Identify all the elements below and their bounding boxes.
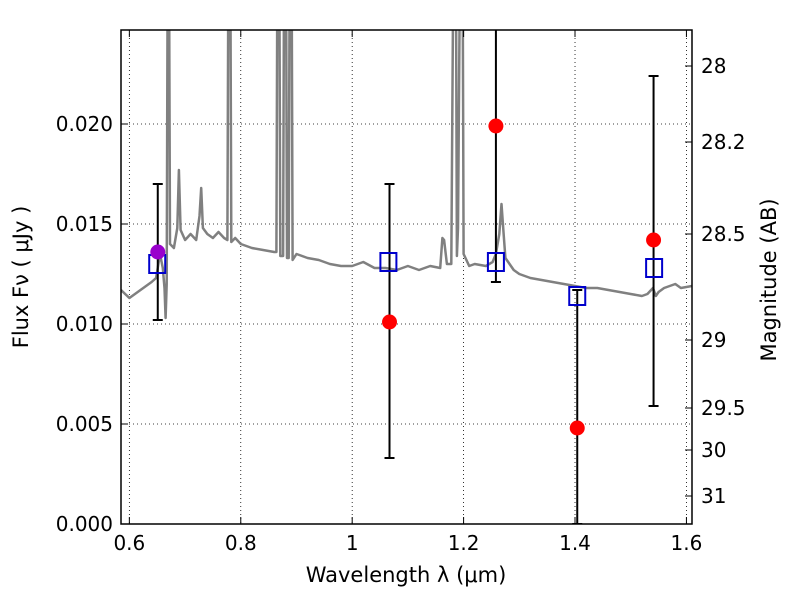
observed-point bbox=[646, 232, 662, 248]
right-tick-label: 28 bbox=[701, 54, 726, 78]
right-tick-label: 28.2 bbox=[701, 130, 746, 154]
y-axis-right-label: Magnitude (AB) bbox=[757, 198, 781, 361]
x-tick-label: 1.2 bbox=[448, 531, 480, 555]
x-tick-label: 0.8 bbox=[225, 531, 257, 555]
model-photometry-square bbox=[379, 252, 398, 272]
model-photometry-square bbox=[486, 252, 505, 272]
right-tick-label: 29.5 bbox=[701, 396, 746, 420]
observed-point bbox=[488, 118, 504, 134]
y-tick-label: 0.020 bbox=[56, 112, 113, 136]
right-tick-label: 28.5 bbox=[701, 222, 746, 246]
axis-ticks: 0.6 0.8 1 1.2 1.4 1.6 0.000 0.005 0.010 0.015 0.02… bbox=[56, 30, 746, 555]
x-tick-label: 1 bbox=[346, 531, 359, 555]
right-tick-label: 30 bbox=[701, 438, 726, 462]
model-photometry-square bbox=[645, 258, 664, 278]
right-tick-label: 31 bbox=[701, 484, 726, 508]
observed-point bbox=[382, 314, 398, 330]
x-tick-label: 1.6 bbox=[671, 531, 703, 555]
y-axis-label: Flux Fν ( μJy ) bbox=[9, 206, 33, 349]
y-tick-label: 0.010 bbox=[56, 312, 113, 336]
observed-point-highlight bbox=[150, 244, 166, 260]
right-tick-label: 29 bbox=[701, 328, 726, 352]
y-tick-label: 0.015 bbox=[56, 212, 113, 236]
x-axis-label: Wavelength λ (μm) bbox=[306, 563, 507, 587]
plot-area bbox=[121, 30, 692, 524]
model-spectrum-line bbox=[121, 30, 692, 320]
plot-frame bbox=[120, 29, 693, 525]
x-tick-label: 0.6 bbox=[113, 531, 145, 555]
y-tick-label: 0.005 bbox=[56, 412, 113, 436]
y-tick-label: 0.000 bbox=[56, 512, 113, 536]
model-photometry-square bbox=[568, 286, 587, 306]
observed-point bbox=[569, 420, 585, 436]
x-tick-label: 1.4 bbox=[559, 531, 591, 555]
